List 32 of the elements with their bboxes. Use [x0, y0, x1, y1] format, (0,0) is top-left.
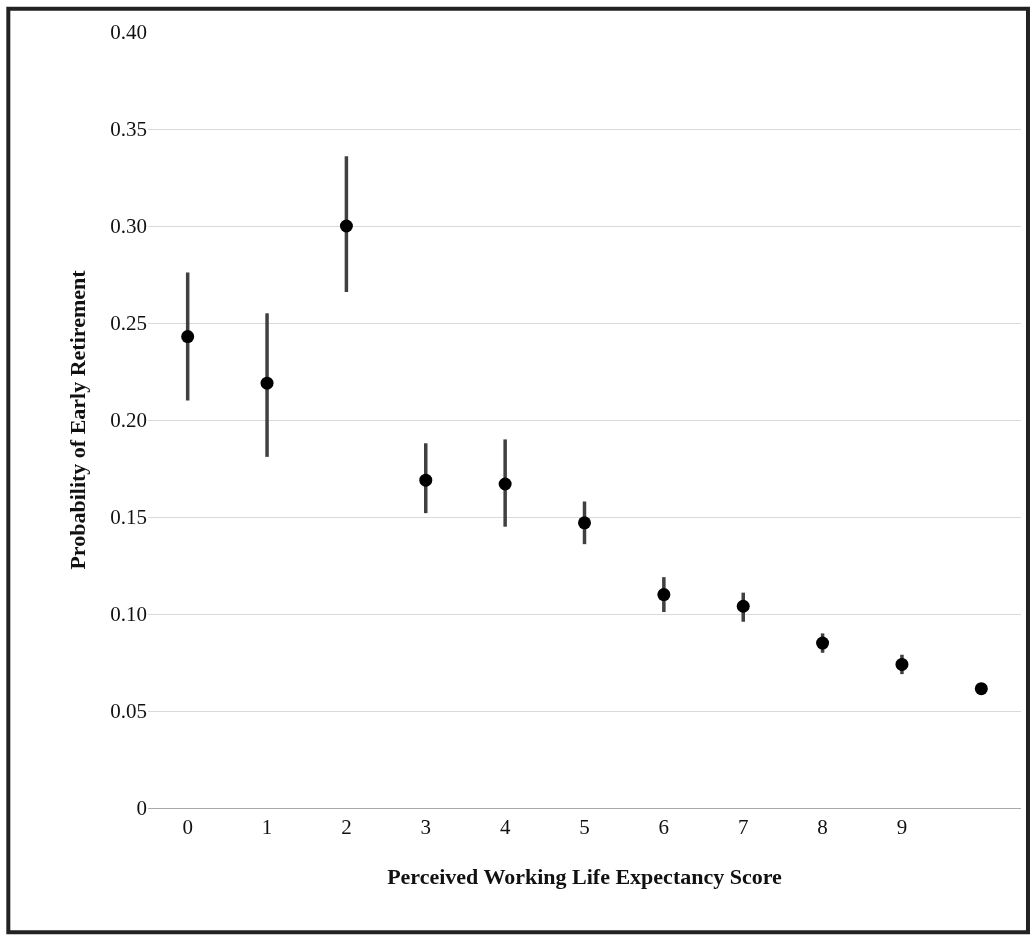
y-tick-label: 0.40 [110, 20, 147, 45]
y-tick-label: 0.35 [110, 117, 147, 142]
x-tick-label: 1 [261, 815, 273, 840]
point [736, 599, 750, 613]
point [419, 473, 433, 487]
point [816, 636, 830, 650]
y-tick-label: 0.25 [110, 311, 147, 336]
x-tick-label: 3 [420, 815, 432, 840]
point [974, 682, 988, 696]
y-axis-title: Probability of Early Retirement [65, 269, 91, 570]
x-tick-label: 9 [896, 815, 908, 840]
x-tick-label: 2 [341, 815, 352, 840]
x-tick-label: 6 [658, 815, 670, 840]
point [895, 657, 909, 671]
x-tick-label: 0 [182, 815, 193, 840]
point [657, 588, 671, 602]
y-tick-label: 0 [136, 796, 147, 821]
x-tick-label: 4 [499, 815, 511, 840]
point [181, 330, 195, 344]
y-tick-label: 0.10 [110, 602, 147, 627]
point [260, 376, 274, 390]
x-tick-label: 8 [817, 815, 828, 840]
y-tick-label: 0.30 [110, 214, 147, 239]
x-tick-label: 7 [737, 815, 749, 840]
x-axis-title: Perceived Working Life Expectancy Score [387, 864, 783, 890]
point [578, 516, 591, 530]
point [498, 477, 512, 491]
x-tick-label: 5 [579, 815, 590, 840]
point [339, 219, 353, 233]
y-tick-label: 0.20 [110, 408, 147, 433]
y-tick-label: 0.05 [110, 699, 147, 724]
y-tick-label: 0.15 [110, 505, 147, 530]
